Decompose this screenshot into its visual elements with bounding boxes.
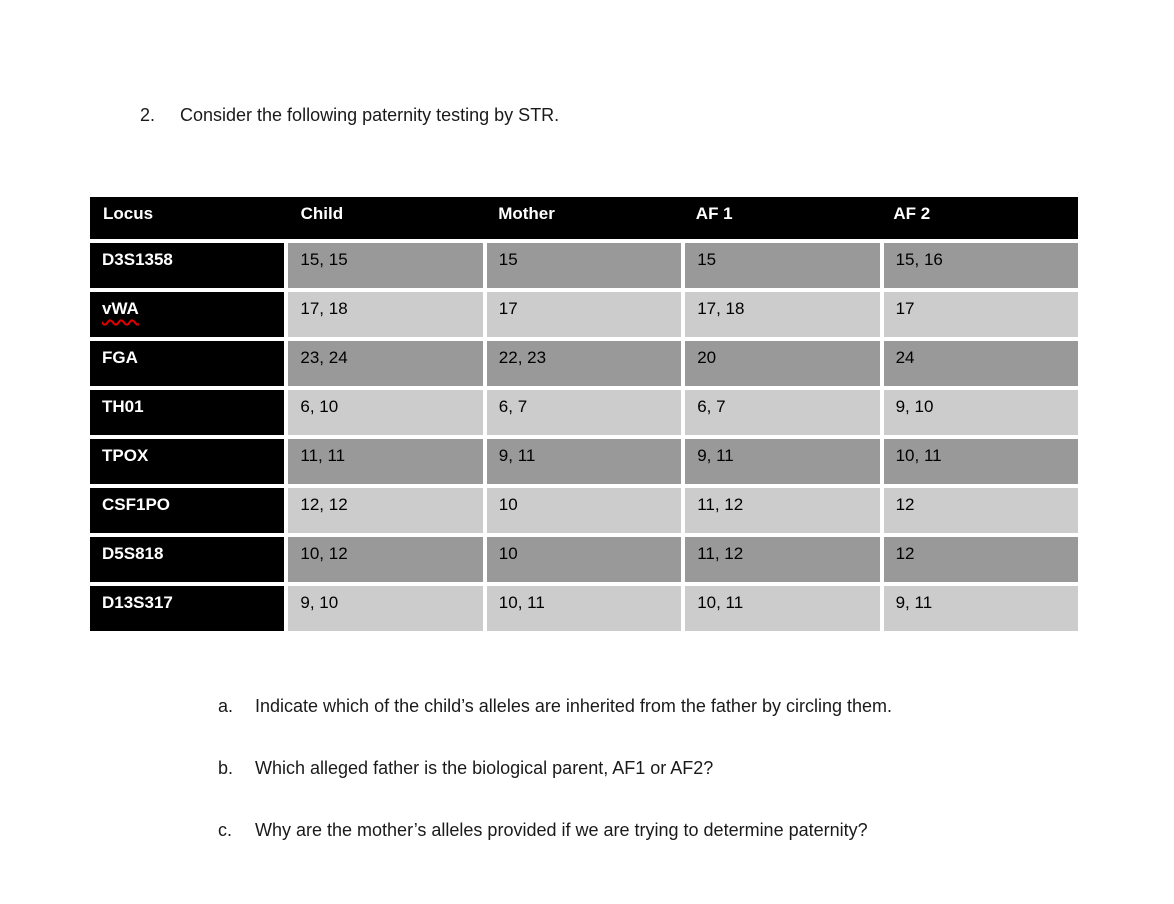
mother-cell: 10 bbox=[486, 488, 682, 533]
mother-cell: 17 bbox=[486, 292, 682, 337]
str-paternity-table: Locus Child Mother AF 1 AF 2 D3S1358 15,… bbox=[90, 197, 1078, 631]
af2-cell: 12 bbox=[883, 537, 1078, 582]
sub-question-text: Which alleged father is the biological p… bbox=[255, 758, 714, 778]
sub-question-letter: b. bbox=[218, 758, 234, 778]
child-cell: 9, 10 bbox=[288, 586, 483, 631]
child-cell: 17, 18 bbox=[288, 292, 483, 337]
af1-cell: 17, 18 bbox=[685, 292, 880, 337]
af1-cell: 15 bbox=[685, 243, 880, 288]
child-cell: 10, 12 bbox=[288, 537, 483, 582]
af1-cell: 20 bbox=[685, 341, 880, 386]
af2-cell: 17 bbox=[883, 292, 1078, 337]
sub-questions: a. Indicate which of the child’s alleles… bbox=[218, 694, 892, 880]
af2-cell: 9, 10 bbox=[883, 390, 1078, 435]
question-title: 2. Consider the following paternity test… bbox=[140, 103, 559, 127]
mother-cell: 10 bbox=[486, 537, 682, 582]
af1-cell: 9, 11 bbox=[685, 439, 880, 484]
mother-cell: 6, 7 bbox=[486, 390, 682, 435]
mother-cell: 10, 11 bbox=[486, 586, 682, 631]
spellcheck-underline: vWA bbox=[102, 299, 139, 318]
mother-cell: 15 bbox=[486, 243, 682, 288]
locus-cell: TPOX bbox=[90, 439, 285, 484]
af2-cell: 15, 16 bbox=[883, 243, 1078, 288]
child-cell: 23, 24 bbox=[288, 341, 483, 386]
column-header-af2: AF 2 bbox=[893, 204, 931, 223]
af1-cell: 11, 12 bbox=[685, 488, 880, 533]
af2-cell: 24 bbox=[883, 341, 1078, 386]
af2-cell: 10, 11 bbox=[883, 439, 1078, 484]
column-header-af1: AF 1 bbox=[695, 204, 733, 223]
locus-cell: D13S317 bbox=[90, 586, 285, 631]
af2-cell: 12 bbox=[883, 488, 1078, 533]
sub-question-text: Indicate which of the child’s alleles ar… bbox=[255, 696, 892, 716]
column-header-mother: Mother bbox=[498, 204, 555, 223]
locus-cell: vWA bbox=[90, 292, 285, 337]
locus-cell: CSF1PO bbox=[90, 488, 285, 533]
child-cell: 11, 11 bbox=[288, 439, 483, 484]
af1-cell: 6, 7 bbox=[685, 390, 880, 435]
af2-cell: 9, 11 bbox=[883, 586, 1078, 631]
column-header-locus: Locus bbox=[103, 204, 154, 223]
sub-question-c: c. Why are the mother’s alleles provided… bbox=[218, 818, 892, 842]
locus-cell: FGA bbox=[90, 341, 285, 386]
af1-cell: 10, 11 bbox=[685, 586, 880, 631]
mother-cell: 9, 11 bbox=[486, 439, 682, 484]
sub-question-text: Why are the mother’s alleles provided if… bbox=[255, 820, 868, 840]
af1-cell: 11, 12 bbox=[685, 537, 880, 582]
locus-cell: TH01 bbox=[90, 390, 285, 435]
locus-cell: D3S1358 bbox=[90, 243, 285, 288]
sub-question-letter: a. bbox=[218, 696, 234, 716]
table-header-row: Locus Child Mother AF 1 AF 2 bbox=[90, 197, 1078, 239]
question-number: 2. bbox=[140, 105, 156, 125]
column-header-child: Child bbox=[300, 204, 344, 223]
table-body: D3S1358 15, 15 15 15 15, 16 vWA 17, 18 1… bbox=[90, 243, 1078, 631]
sub-question-a: a. Indicate which of the child’s alleles… bbox=[218, 694, 892, 718]
question-title-text: Consider the following paternity testing… bbox=[180, 105, 560, 125]
child-cell: 15, 15 bbox=[288, 243, 483, 288]
sub-question-b: b. Which alleged father is the biologica… bbox=[218, 756, 892, 780]
mother-cell: 22, 23 bbox=[486, 341, 682, 386]
child-cell: 12, 12 bbox=[288, 488, 483, 533]
sub-question-letter: c. bbox=[218, 820, 233, 840]
child-cell: 6, 10 bbox=[288, 390, 483, 435]
locus-cell: D5S818 bbox=[90, 537, 285, 582]
